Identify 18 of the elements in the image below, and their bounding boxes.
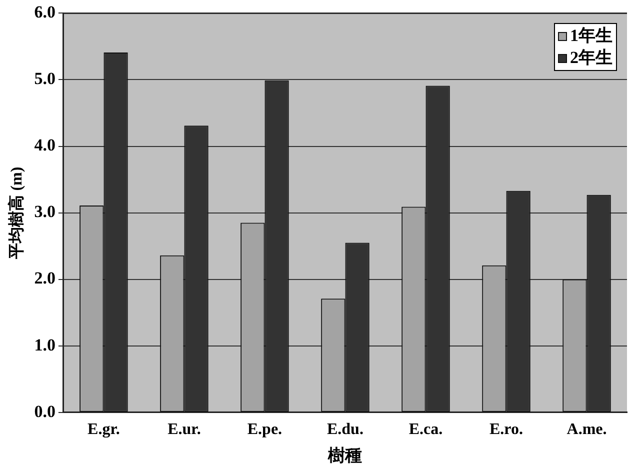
legend-label: 2年生 <box>570 47 612 70</box>
y-tick-label: 3.0 <box>34 202 56 222</box>
x-tick-label: E.ur. <box>168 421 201 438</box>
x-tick-label: E.ca. <box>408 421 443 438</box>
x-tick-label: E.gr. <box>88 421 120 438</box>
x-tick-label: E.pe. <box>247 421 282 438</box>
y-tick-label: 4.0 <box>34 136 56 155</box>
y-tick-label: 0.0 <box>34 402 56 421</box>
x-tick-label: A.me. <box>566 421 607 438</box>
x-tick-label: E.ro. <box>489 421 523 438</box>
y-tick-label: 2.0 <box>34 268 56 288</box>
x-tick-label: E.du. <box>326 421 364 438</box>
y-axis-title: 平均樹高 (m) <box>6 166 26 260</box>
y-tick-label: 1.0 <box>34 335 56 354</box>
y-tick-label: 5.0 <box>34 69 56 88</box>
y-tick-label: 6.0 <box>34 2 56 22</box>
legend-label: 1年生 <box>570 25 612 48</box>
x-axis-title: 樹種 <box>327 446 362 466</box>
